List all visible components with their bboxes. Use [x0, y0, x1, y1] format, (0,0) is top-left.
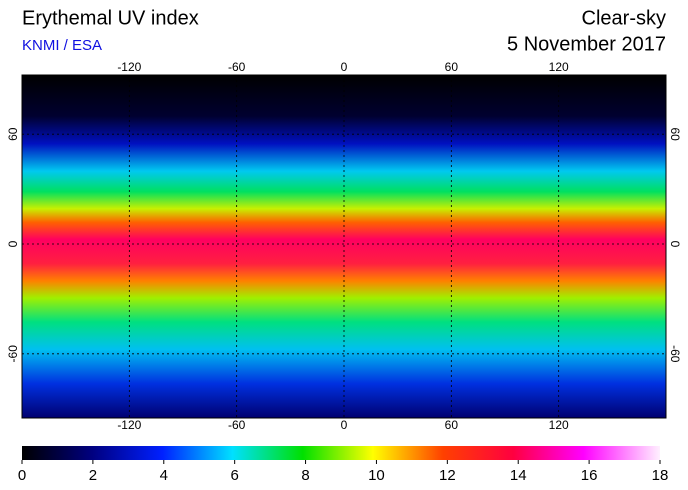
lon-tick-label: -60 [228, 60, 246, 74]
lon-tick-label: -120 [117, 418, 141, 432]
lon-tick-label: -60 [228, 418, 246, 432]
lon-tick-label: 120 [549, 418, 569, 432]
colorbar-tick-label: 18 [652, 467, 669, 484]
colorbar-tick-label: 14 [510, 467, 527, 484]
scene: Clear-sky [582, 7, 666, 29]
colorbar [22, 446, 660, 460]
lon-tick-label: 60 [445, 418, 459, 432]
source: KNMI / ESA [22, 37, 102, 54]
lon-tick-label: 60 [445, 60, 459, 74]
colorbar-tick-label: 10 [368, 467, 385, 484]
graticule: -120 -120 -60 -60 0 0 60 60 120 120 60 60 0 0 -60 -60 [6, 60, 682, 432]
lat-tick-label: -60 [668, 345, 682, 363]
lat-tick-label: 60 [668, 128, 682, 142]
lat-tick-label: 60 [6, 127, 20, 141]
colorbar-tick-label: 16 [581, 467, 598, 484]
map-frame [21, 74, 667, 419]
colorbar-tick-label: 2 [89, 467, 97, 484]
colorbar-tick-label: 12 [439, 467, 456, 484]
lat-tick-label: -60 [6, 345, 20, 363]
colorbar-tick-label: 0 [18, 467, 26, 484]
title: Erythemal UV index [22, 7, 199, 29]
date: 5 November 2017 [507, 33, 666, 55]
lon-tick-label: 0 [341, 60, 348, 74]
lon-tick-label: 120 [549, 60, 569, 74]
colorbar-tick-label: 8 [301, 467, 309, 484]
colorbar-tick-label: 6 [230, 467, 238, 484]
lon-tick-label: 0 [341, 418, 348, 432]
lat-tick-label: 0 [668, 241, 682, 248]
colorbar-ticks: 0 2 4 6 8 10 12 14 16 18 [18, 460, 669, 484]
lat-tick-label: 0 [6, 240, 20, 247]
colorbar-tick-label: 4 [160, 467, 168, 484]
lon-tick-label: -120 [117, 60, 141, 74]
